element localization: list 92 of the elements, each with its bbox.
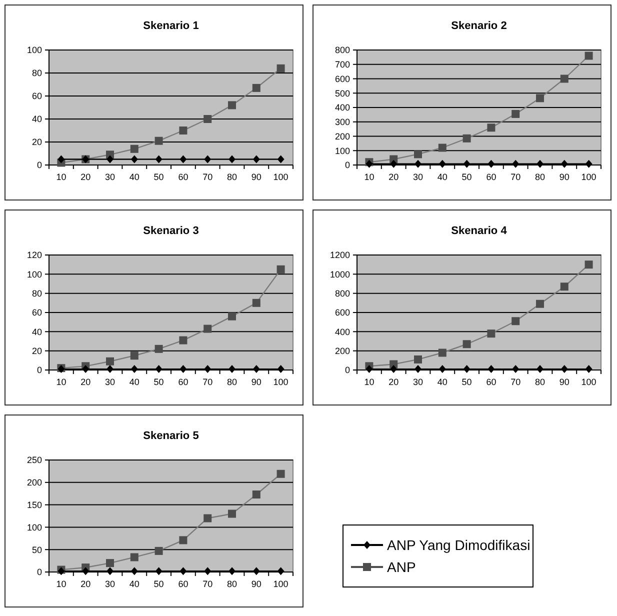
y-tick-label: 400 — [334, 326, 350, 337]
chart-title: Skenario 3 — [143, 225, 199, 237]
x-tick-label: 100 — [581, 172, 596, 182]
chart-title: Skenario 4 — [451, 225, 508, 237]
y-tick-label: 60 — [32, 91, 42, 102]
x-tick-label: 80 — [534, 377, 546, 387]
x-tick-label: 20 — [388, 377, 399, 387]
y-tick-label: 40 — [32, 114, 42, 124]
y-tick-label: 200 — [334, 346, 350, 356]
x-tick-label: 60 — [178, 377, 188, 387]
x-tick-label: 100 — [273, 579, 288, 589]
y-tick-label: 800 — [334, 288, 350, 298]
x-tick-label: 80 — [226, 172, 238, 182]
x-tick-label: 90 — [251, 377, 262, 387]
x-tick-label: 80 — [226, 377, 238, 387]
x-tick-label: 20 — [80, 172, 91, 182]
chart-title: Skenario 2 — [451, 20, 507, 32]
y-tick-label: 100 — [26, 269, 42, 280]
y-tick-label: 300 — [334, 117, 350, 128]
x-tick-label: 10 — [364, 377, 374, 387]
x-tick-label: 10 — [364, 172, 374, 182]
y-tick-label: 600 — [334, 308, 350, 318]
x-tick-label: 40 — [129, 377, 140, 387]
y-tick-label: 200 — [26, 478, 42, 488]
x-tick-label: 50 — [462, 172, 472, 182]
y-tick-label: 1000 — [330, 269, 350, 280]
x-tick-label: 20 — [80, 579, 91, 589]
x-tick-label: 50 — [462, 377, 472, 387]
y-tick-label: 700 — [334, 60, 350, 70]
x-tick-label: 30 — [104, 377, 116, 387]
x-tick-label: 90 — [251, 172, 262, 182]
y-tick-label: 0 — [36, 567, 42, 578]
y-tick-label: 20 — [32, 137, 42, 148]
x-tick-label: 30 — [104, 579, 116, 589]
x-tick-label: 20 — [80, 377, 91, 387]
x-tick-label: 70 — [202, 377, 213, 387]
x-tick-label: 30 — [412, 172, 424, 182]
chart-title: Skenario 5 — [143, 430, 199, 442]
y-tick-label: 100 — [26, 45, 42, 56]
y-tick-label: 600 — [334, 74, 350, 84]
y-tick-label: 400 — [334, 102, 350, 113]
x-tick-label: 100 — [273, 172, 288, 182]
x-tick-label: 90 — [251, 579, 262, 589]
y-tick-label: 80 — [32, 288, 42, 298]
y-tick-label: 500 — [334, 88, 350, 98]
y-tick-label: 0 — [344, 365, 350, 376]
x-tick-label: 40 — [437, 377, 448, 387]
y-tick-label: 100 — [26, 522, 42, 532]
x-tick-label: 50 — [154, 172, 164, 182]
legend-label: ANP Yang Dimodifikasi — [387, 536, 530, 553]
x-tick-label: 40 — [129, 579, 140, 589]
x-tick-label: 100 — [273, 377, 288, 387]
x-tick-label: 90 — [559, 377, 570, 387]
x-tick-label: 60 — [178, 172, 188, 182]
x-tick-label: 60 — [178, 579, 188, 589]
x-tick-label: 60 — [486, 377, 496, 387]
x-tick-label: 50 — [154, 579, 164, 589]
y-tick-label: 800 — [334, 45, 350, 56]
x-tick-label: 50 — [154, 377, 164, 387]
x-tick-label: 100 — [581, 377, 596, 387]
y-tick-label: 150 — [26, 500, 42, 510]
x-tick-label: 20 — [388, 172, 399, 182]
y-tick-label: 50 — [32, 544, 42, 555]
x-tick-label: 40 — [129, 172, 140, 182]
y-tick-label: 0 — [344, 160, 350, 170]
chart-title: Skenario 1 — [143, 20, 199, 32]
y-tick-label: 1200 — [330, 250, 350, 260]
x-tick-label: 70 — [510, 172, 521, 182]
y-tick-label: 0 — [36, 365, 42, 376]
x-tick-label: 30 — [104, 172, 116, 182]
x-tick-label: 10 — [56, 579, 66, 589]
x-tick-label: 80 — [226, 579, 238, 589]
x-tick-label: 80 — [534, 172, 546, 182]
x-tick-label: 70 — [202, 172, 213, 182]
x-tick-label: 10 — [56, 377, 66, 387]
x-tick-label: 30 — [412, 377, 424, 387]
y-tick-label: 40 — [32, 326, 42, 337]
x-tick-label: 40 — [437, 172, 448, 182]
x-tick-label: 10 — [56, 172, 66, 182]
legend-label: ANP — [387, 558, 416, 575]
y-tick-label: 200 — [334, 131, 350, 142]
x-tick-label: 70 — [202, 579, 213, 589]
y-tick-label: 60 — [32, 308, 42, 318]
x-tick-label: 60 — [486, 172, 496, 182]
y-tick-label: 120 — [26, 250, 42, 260]
y-tick-label: 80 — [32, 68, 42, 78]
x-tick-label: 90 — [559, 172, 570, 182]
y-tick-label: 250 — [26, 455, 42, 466]
x-tick-label: 70 — [510, 377, 521, 387]
y-tick-label: 20 — [32, 346, 42, 356]
y-tick-label: 0 — [36, 160, 42, 170]
y-tick-label: 100 — [334, 146, 350, 156]
